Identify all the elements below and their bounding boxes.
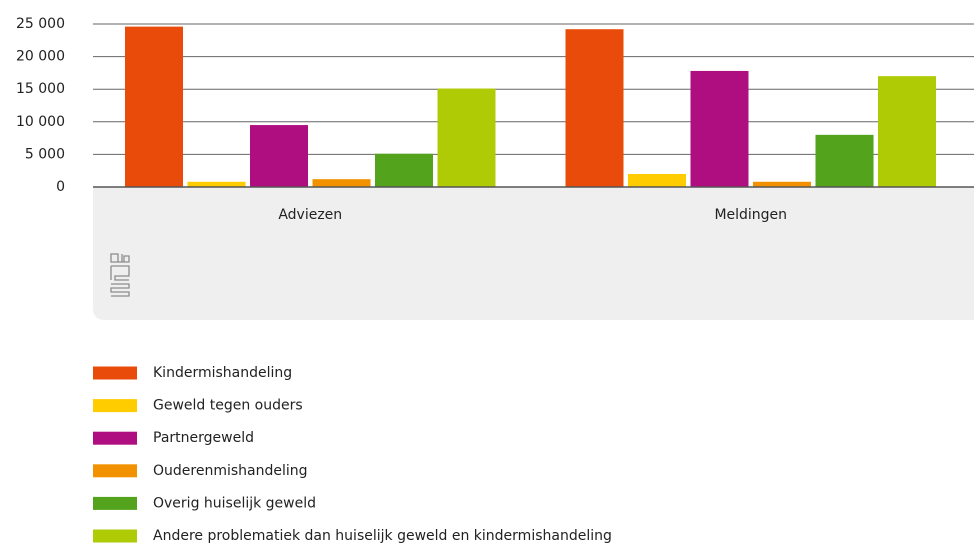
- category-panel: [93, 187, 974, 320]
- logo: [110, 253, 130, 297]
- bar: [437, 88, 496, 187]
- bar: [125, 26, 183, 187]
- bar: [312, 179, 371, 187]
- y-tick-label: 10 000: [16, 114, 65, 130]
- bar: [187, 181, 246, 187]
- legend-label: Andere problematiek dan huiselijk geweld…: [153, 528, 612, 544]
- legend-label: Kindermishandeling: [153, 365, 292, 381]
- legend-label: Partnergeweld: [153, 430, 254, 446]
- y-tick-label: 20 000: [16, 49, 65, 65]
- bar: [878, 76, 936, 187]
- y-tick-label: 15 000: [16, 81, 65, 97]
- x-tick-label: Meldingen: [714, 207, 787, 223]
- bar: [690, 70, 749, 187]
- legend-swatch: [93, 366, 137, 380]
- legend-swatch: [93, 431, 137, 445]
- legend-swatch: [93, 464, 137, 478]
- legend-label: Ouderenmishandeling: [153, 463, 308, 479]
- x-tick-label: Adviezen: [278, 207, 342, 223]
- legend-swatch: [93, 399, 137, 413]
- bar: [375, 153, 433, 187]
- legend-label: Overig huiselijk geweld: [153, 495, 316, 511]
- y-tick-label: 25 000: [16, 16, 65, 32]
- y-tick-label: 5 000: [25, 146, 65, 162]
- legend-swatch: [93, 529, 137, 543]
- bar: [250, 125, 308, 187]
- legend-swatch: [93, 496, 137, 510]
- legend-label: Geweld tegen ouders: [153, 398, 303, 414]
- bar: [565, 29, 624, 187]
- bar: [815, 134, 874, 187]
- y-tick-label: 0: [56, 179, 65, 195]
- bar: [753, 181, 811, 187]
- bar: [628, 173, 686, 187]
